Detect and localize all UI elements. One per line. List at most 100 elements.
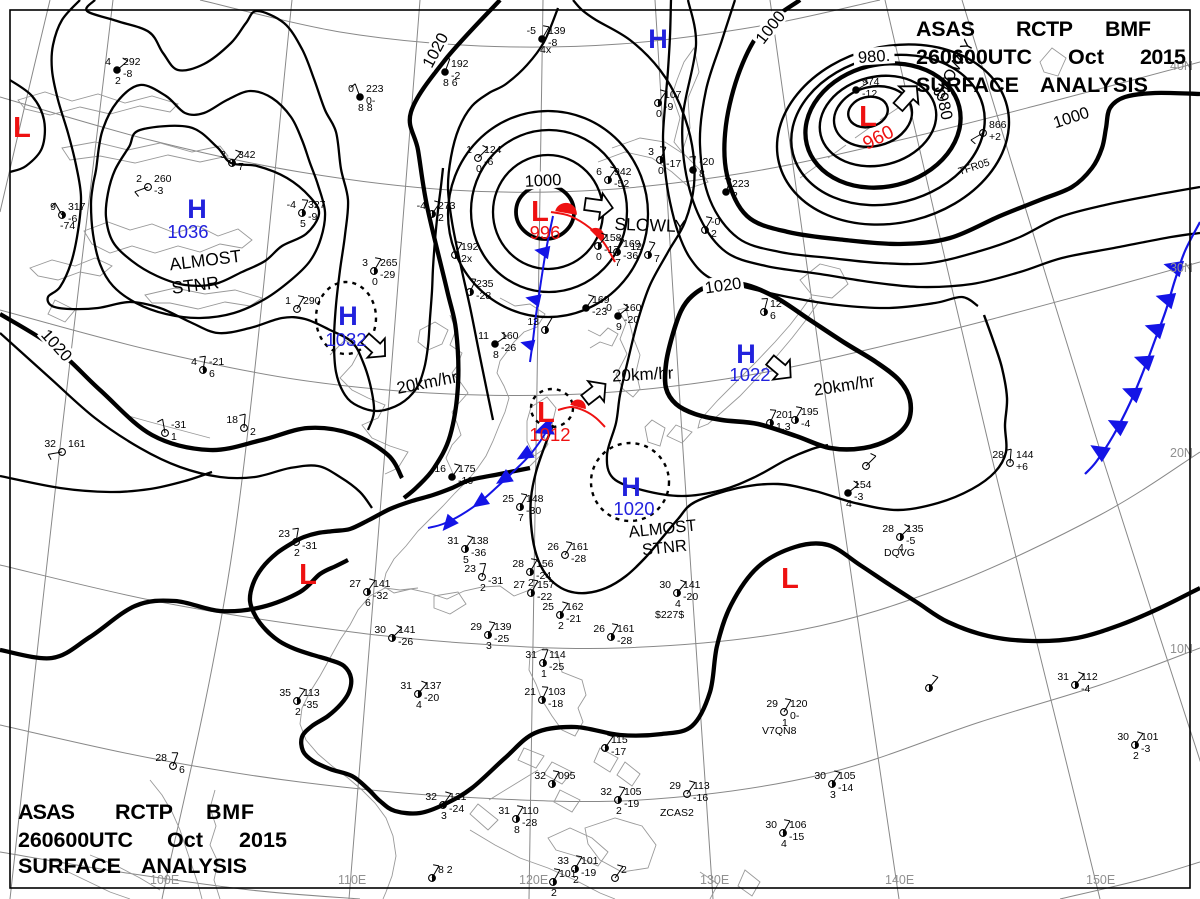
svg-text:31: 31 [447,535,459,547]
svg-text:139: 139 [548,25,566,37]
svg-text:-24: -24 [536,570,551,582]
svg-text:-19: -19 [624,798,639,810]
svg-text:2: 2 [711,228,717,240]
svg-text:2: 2 [528,577,534,589]
svg-text:31: 31 [1057,671,1069,683]
svg-text:-4: -4 [1081,683,1090,695]
svg-text:ASAS: ASAS [18,800,75,824]
svg-text:H: H [648,24,668,54]
svg-text:292: 292 [123,56,141,68]
svg-text:-4: -4 [417,200,426,212]
svg-text:2: 2 [551,887,557,899]
svg-text:114: 114 [549,649,566,661]
svg-text:7: 7 [518,512,524,524]
svg-text:30: 30 [765,819,777,831]
svg-text:195: 195 [801,406,819,418]
svg-text:ANALYSIS: ANALYSIS [1040,73,1148,97]
svg-text:Oct: Oct [1068,45,1104,69]
svg-text:-26: -26 [398,636,413,648]
svg-text:30: 30 [1117,731,1129,743]
svg-text:223: 223 [732,178,750,190]
svg-text:V7QN8: V7QN8 [762,725,797,737]
svg-text:2: 2 [616,805,622,817]
svg-text:-28: -28 [522,817,537,829]
svg-text:-20: -20 [683,591,698,603]
svg-text:21: 21 [524,686,536,698]
svg-text:-5: -5 [527,25,536,37]
svg-text:27: 27 [349,578,361,590]
svg-text:-28: -28 [617,635,632,647]
svg-text:3: 3 [220,149,226,161]
svg-text:BMF: BMF [206,800,254,824]
svg-text:160: 160 [501,330,519,342]
svg-text:28: 28 [882,523,894,535]
svg-text:20N: 20N [1170,446,1193,460]
svg-text:-17: -17 [611,746,626,758]
svg-text:8: 8 [699,168,705,180]
svg-text:1: 1 [285,295,291,307]
svg-text:30N: 30N [1170,261,1193,275]
svg-text:-26: -26 [501,342,516,354]
svg-text:3: 3 [362,257,368,269]
svg-text:-31: -31 [488,575,503,587]
svg-text:2: 2 [115,75,121,87]
svg-text:0: 0 [658,165,664,177]
svg-text:4: 4 [846,498,852,510]
svg-text:120: 120 [790,698,808,710]
svg-text:-20: -20 [624,314,639,326]
svg-text:996: 996 [530,222,561,243]
svg-text:260600UTC: 260600UTC [916,45,1032,69]
svg-text:2: 2 [1133,750,1139,762]
svg-text:1020: 1020 [613,498,654,519]
svg-text:27: 27 [513,579,525,591]
svg-text:SURFACE: SURFACE [916,73,1019,97]
svg-text:-2: -2 [451,70,460,82]
svg-text:-17: -17 [666,158,681,170]
svg-text:H: H [621,472,641,502]
svg-text:2: 2 [573,874,579,886]
svg-text:0: 0 [476,163,482,175]
svg-text:192: 192 [461,241,479,253]
svg-text:10N: 10N [1170,642,1193,656]
svg-text:7: 7 [238,161,244,173]
svg-text:9: 9 [616,321,622,333]
svg-text:158: 158 [604,232,622,244]
svg-text:113: 113 [693,780,710,792]
svg-text:110E: 110E [338,873,366,887]
svg-text:121: 121 [449,791,467,803]
svg-text:150E: 150E [1086,873,1115,887]
svg-text:1036: 1036 [167,221,208,242]
svg-text:124: 124 [484,144,502,156]
svg-text:4: 4 [191,356,197,368]
svg-text:32: 32 [534,770,546,782]
svg-text:2: 2 [295,706,301,718]
svg-text:-35: -35 [303,699,318,711]
svg-text:8 2: 8 2 [438,864,453,876]
svg-text:4: 4 [105,56,111,68]
svg-text:-6: -6 [68,213,77,225]
svg-text:106: 106 [789,819,807,831]
svg-text:235: 235 [476,278,494,290]
svg-text:112: 112 [1081,671,1098,683]
svg-text:2: 2 [294,547,300,559]
svg-text:0-: 0- [790,710,800,722]
svg-text:101: 101 [1141,731,1159,743]
svg-text:3: 3 [441,810,447,822]
svg-text:157: 157 [537,579,555,591]
svg-text:40N: 40N [1170,59,1193,73]
svg-text:-19: -19 [581,867,596,879]
svg-text:6: 6 [770,310,776,322]
svg-text:L: L [299,559,317,591]
svg-text:-28: -28 [476,290,491,302]
svg-text:6: 6 [209,368,215,380]
svg-text:-4: -4 [287,199,296,211]
svg-text:290: 290 [303,295,321,307]
svg-text:138: 138 [471,535,489,547]
svg-text:H: H [338,301,358,331]
svg-text:974: 974 [862,76,880,88]
svg-text:942: 942 [614,166,632,178]
svg-text:2: 2 [250,426,256,438]
svg-text:105: 105 [838,770,856,782]
svg-text:169: 169 [592,294,610,306]
svg-text:26: 26 [547,541,559,553]
